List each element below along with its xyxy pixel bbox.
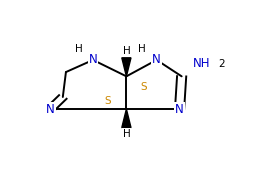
Text: N: N xyxy=(152,53,161,66)
Text: S: S xyxy=(141,82,147,92)
Text: N: N xyxy=(175,103,184,116)
Text: N: N xyxy=(46,103,55,116)
Text: H: H xyxy=(122,46,130,56)
Polygon shape xyxy=(122,109,131,128)
Text: S: S xyxy=(104,95,111,106)
Text: H: H xyxy=(138,43,146,53)
Text: 2: 2 xyxy=(218,58,225,68)
Text: H: H xyxy=(122,129,130,139)
Text: H: H xyxy=(75,43,82,53)
Text: NH: NH xyxy=(193,57,211,70)
Text: N: N xyxy=(89,53,97,66)
Polygon shape xyxy=(122,58,131,76)
